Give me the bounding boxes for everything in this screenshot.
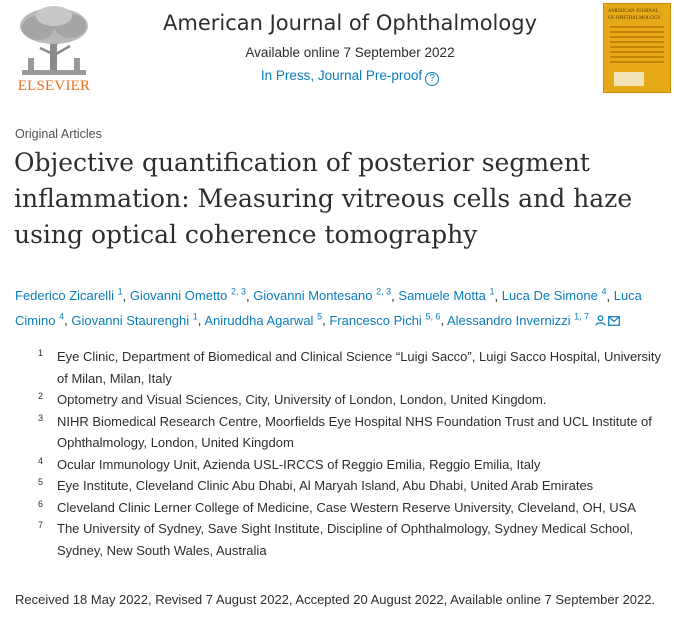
cover-title: AMERICAN JOURNAL OF OPHTHALMOLOGY <box>608 9 661 21</box>
article-header: ELSEVIER American Journal of Ophthalmolo… <box>0 0 674 108</box>
available-online-date: Available online 7 September 2022 <box>245 45 455 60</box>
affiliation-list: 1 Eye Clinic, Department of Biomedical an… <box>38 346 674 561</box>
journal-title-link[interactable]: American Journal of Ophthalmology <box>163 11 537 35</box>
article-section: Original Articles <box>15 127 102 141</box>
cover-text-lines <box>610 26 664 66</box>
affiliation-item: 5 Eye Institute, Cleveland Clinic Abu Dha… <box>38 477 594 493</box>
author-link[interactable]: Francesco Pichi 5, 6 <box>329 311 441 328</box>
author-link[interactable]: Aniruddha Agarwal 5 <box>204 311 323 328</box>
affiliation-item: 1 Eye Clinic, Department of Biomedical an… <box>38 348 662 386</box>
author-link[interactable]: Giovanni Staurenghi 1 <box>71 311 198 328</box>
article-history: Received 18 May 2022, Revised 7 August 2… <box>15 592 656 607</box>
author-link[interactable]: Giovanni Ometto 2, 3 <box>129 287 247 304</box>
corresponding-author-link[interactable]: Alessandro Invernizzi 1, 7 <box>446 311 590 328</box>
in-press-link[interactable]: In Press, Journal Pre-proof <box>260 68 423 83</box>
affiliation-item: 7 The University of Sydney, Save Sight In… <box>38 520 634 558</box>
affiliation-item: 6 Cleveland Clinic Lerner College of Medi… <box>38 498 636 515</box>
author-link[interactable]: Luca Cimino 4 <box>15 288 642 328</box>
author-link[interactable]: Federico Zicarelli 1 <box>15 287 123 304</box>
author-link[interactable]: Samuele Motta 1 <box>398 287 495 304</box>
article-title: Objective quantification of posterior se… <box>14 148 633 249</box>
envelope-icon[interactable] <box>607 311 620 332</box>
journal-cover-image[interactable]: AMERICAN JOURNAL OF OPHTHALMOLOGY <box>603 3 671 93</box>
person-icon[interactable] <box>595 311 606 332</box>
in-press-status[interactable]: In Press, Journal Pre-proof? <box>120 68 580 86</box>
author-list: Federico Zicarelli 1, Giovanni Ometto 2,… <box>15 282 665 332</box>
tree-icon <box>20 6 88 75</box>
affiliation-item: 4 Ocular Immunology Unit, Azienda USL-IRC… <box>38 455 541 472</box>
author-link[interactable]: Luca De Simone 4 <box>501 287 607 304</box>
author-link[interactable]: Giovanni Montesano 2, 3 <box>253 287 392 304</box>
elsevier-wordmark: ELSEVIER <box>17 78 91 94</box>
elsevier-logo[interactable]: ELSEVIER <box>12 4 96 96</box>
affiliation-item: 3 NIHR Biomedical Research Centre, Moorfi… <box>38 412 652 451</box>
affiliation-item: 2 Optometry and Visual Sciences, City, Un… <box>38 391 547 407</box>
question-circle-icon[interactable]: ? <box>425 72 440 86</box>
cover-label-box <box>614 72 644 86</box>
